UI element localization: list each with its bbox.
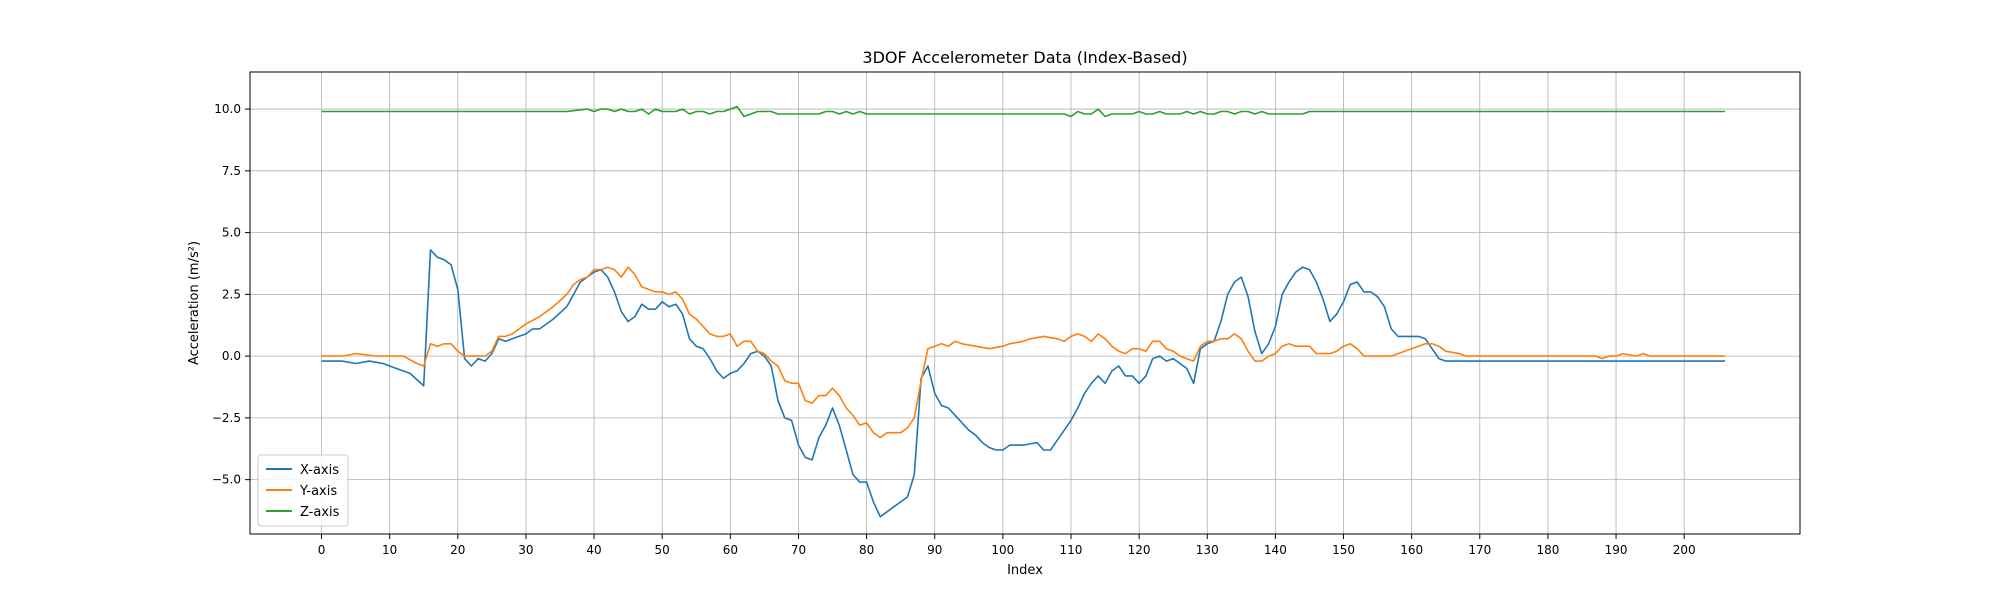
x-tick-label: 10	[382, 543, 397, 557]
x-tick-label: 110	[1060, 543, 1083, 557]
plot-frame	[249, 71, 1801, 535]
x-tick-label: 130	[1196, 543, 1219, 557]
legend-box	[257, 454, 349, 527]
x-tick-label: 140	[1264, 543, 1287, 557]
x-tick-label: 30	[518, 543, 533, 557]
x-tick-label: 70	[791, 543, 806, 557]
x-tick-label: 170	[1468, 543, 1491, 557]
legend-label: X-axis	[300, 463, 339, 478]
x-tick-label: 120	[1128, 543, 1151, 557]
y-ticks: −5.0 −2.5 0.0 2.5 5.0 7.5 10.0	[212, 102, 250, 487]
y-tick-label: −5.0	[212, 473, 241, 487]
series-line-z-axis	[321, 105, 1726, 118]
chart-title: 3DOF Accelerometer Data (Index-Based)	[862, 48, 1187, 67]
legend-label: Y-axis	[299, 484, 337, 499]
x-tick-label: 100	[991, 543, 1014, 557]
x-tick-label: 80	[859, 543, 874, 557]
x-tick-label: 180	[1536, 543, 1559, 557]
y-tick-label: 5.0	[222, 226, 241, 240]
x-ticks: 0 10 20 30 40 50 60 70 80 90 100 110 120 130 140 150 160…	[318, 534, 1696, 557]
plot-lines	[321, 105, 1726, 518]
series-line-y-axis	[321, 266, 1726, 439]
x-tick-label: 60	[723, 543, 738, 557]
x-tick-label: 90	[927, 543, 942, 557]
legend-label: Z-axis	[300, 505, 340, 520]
y-tick-label: −2.5	[212, 411, 241, 425]
legend: X-axis Y-axis Z-axis	[257, 454, 349, 527]
x-axis-label: Index	[1007, 563, 1043, 578]
x-tick-label: 150	[1332, 543, 1355, 557]
y-axis-label: Acceleration (m/s²)	[187, 241, 202, 365]
x-tick-label: 40	[586, 543, 601, 557]
x-tick-label: 20	[450, 543, 465, 557]
y-tick-label: 10.0	[214, 102, 241, 116]
y-tick-label: 0.0	[222, 349, 241, 363]
x-tick-label: 160	[1400, 543, 1423, 557]
y-tick-label: 7.5	[222, 164, 241, 178]
x-tick-label: 50	[655, 543, 670, 557]
x-tick-label: 190	[1605, 543, 1628, 557]
y-tick-label: 2.5	[222, 287, 241, 301]
x-tick-label: 0	[318, 543, 326, 557]
x-tick-label: 200	[1673, 543, 1696, 557]
grid	[250, 72, 1800, 534]
